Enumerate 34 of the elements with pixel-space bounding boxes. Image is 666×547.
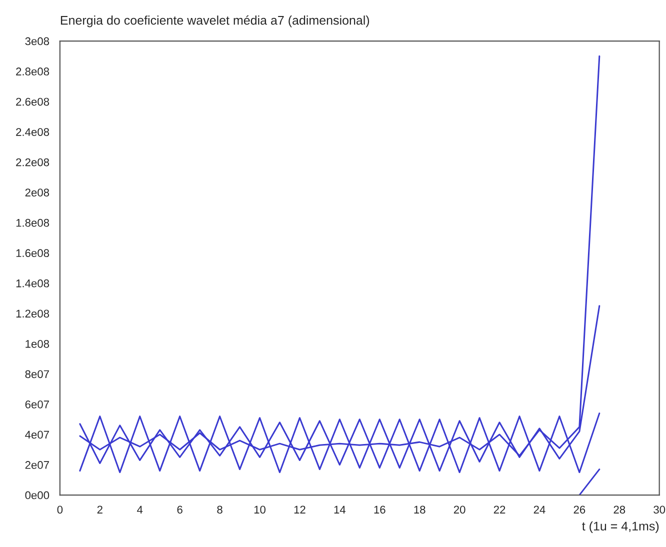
x-tick-label: 12	[294, 506, 306, 514]
x-axis-title: t (1u = 4,1ms)	[582, 521, 659, 534]
y-tick-label: 1.6e08	[16, 249, 50, 258]
y-tick-label: 2e08	[25, 188, 50, 196]
y-tick-label: 8e07	[25, 370, 49, 378]
x-tick-label: 14	[334, 506, 346, 514]
y-tick-label: 1e08	[26, 340, 50, 348]
chart-title: Energia do coeficiente wavelet média a7 (adimensional)	[60, 15, 370, 28]
y-tick-label: 4e07	[25, 430, 49, 439]
x-tick-label: 18	[414, 506, 426, 514]
y-tick-label: 1.2e08	[16, 310, 50, 318]
x-tick-label: 30	[654, 506, 666, 514]
x-tick-label: 2	[97, 506, 102, 514]
x-tick-label: 28	[614, 506, 626, 514]
y-tick-label: 2.8e08	[16, 68, 50, 76]
x-tick-label: 4	[137, 506, 143, 514]
x-tick-label: 26	[574, 506, 586, 514]
x-tick-label: 6	[177, 506, 182, 514]
y-tick-label: 2.6e08	[16, 98, 50, 106]
y-tick-label: 0e00	[25, 491, 50, 500]
x-tick-label: 24	[534, 506, 546, 514]
x-tick-label: 20	[454, 506, 466, 514]
y-tick-label: 6e07	[25, 400, 49, 408]
y-tick-label: 1.8e08	[16, 218, 50, 227]
y-tick-label: 1.4e08	[16, 279, 50, 288]
x-tick-label: 0	[57, 506, 63, 514]
y-tick-label: 2e07	[25, 461, 49, 469]
y-tick-label: 2.4e08	[16, 128, 50, 136]
x-tick-label: 8	[217, 506, 222, 514]
x-tick-label: 22	[494, 506, 506, 514]
y-tick-label: 3e08	[25, 37, 50, 46]
y-tick-label: 2.2e08	[16, 158, 50, 166]
x-tick-label: 16	[374, 506, 386, 514]
x-tick-label: 10	[254, 506, 266, 514]
